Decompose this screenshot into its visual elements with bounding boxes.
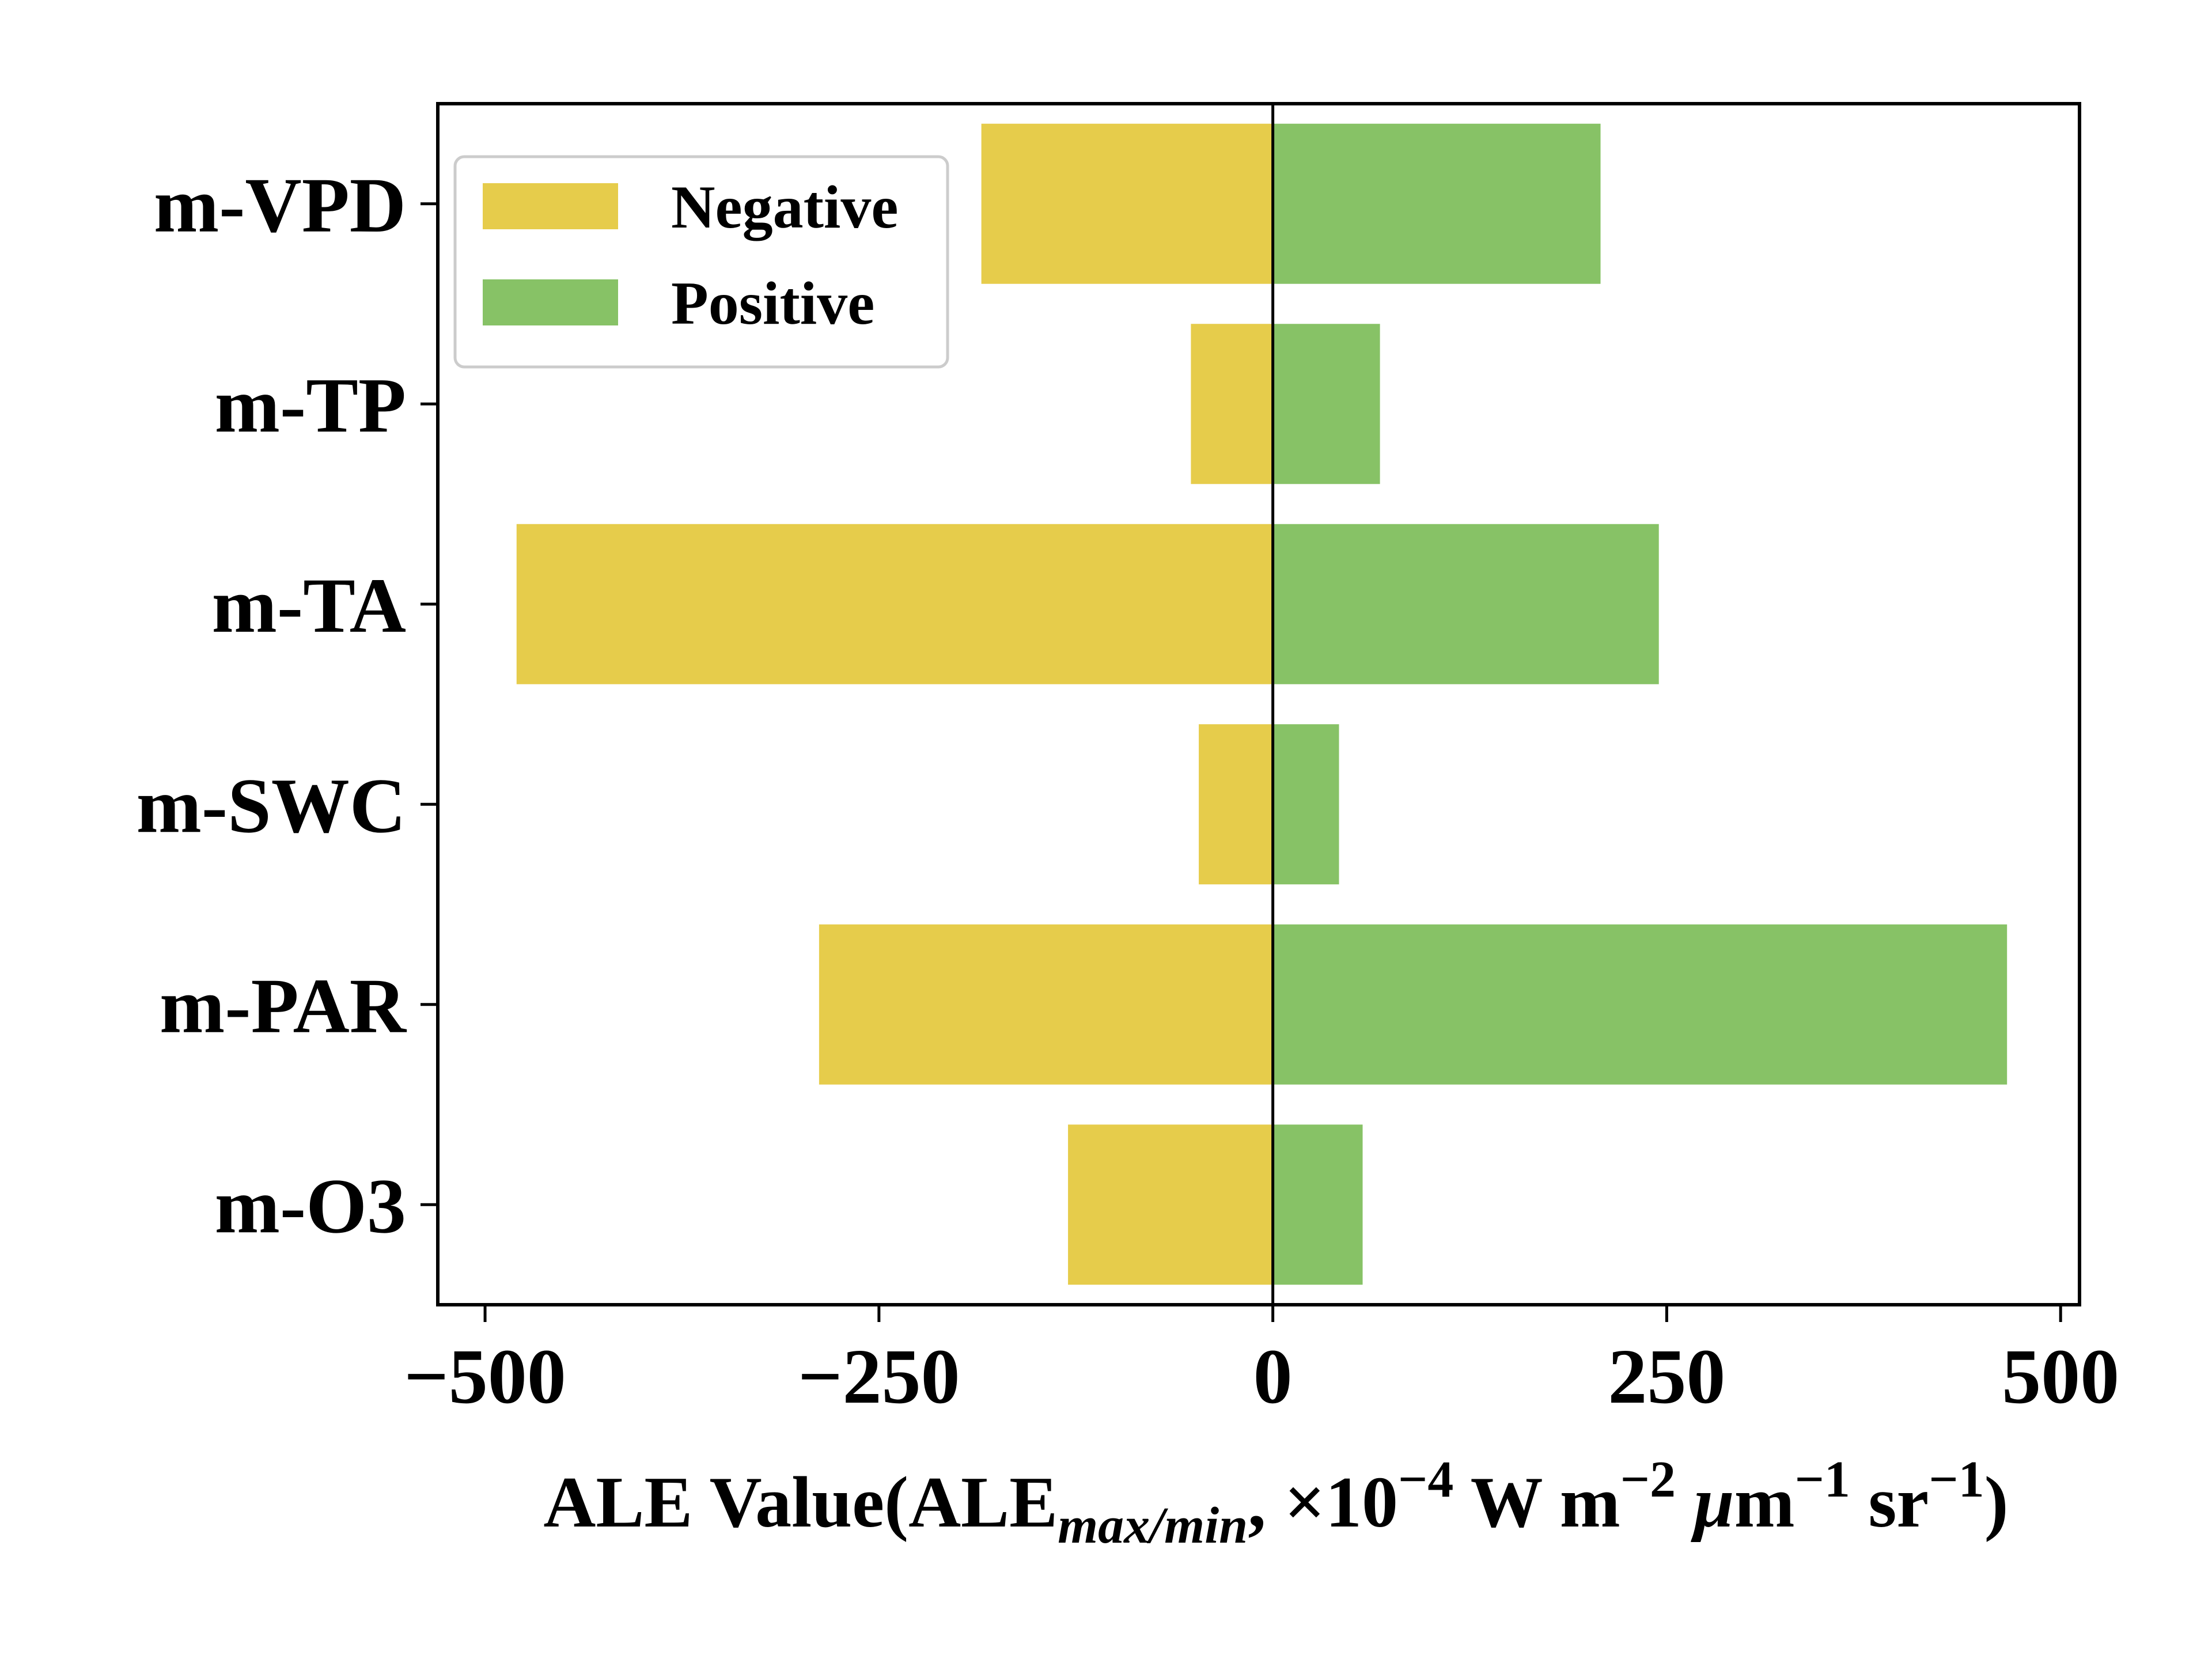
- legend-label-positive: Positive: [671, 270, 874, 337]
- bar-negative-m-vpd: [981, 123, 1273, 284]
- bars-group: [516, 123, 2008, 1285]
- legend-swatch-positive: [483, 279, 618, 325]
- y-axis: m-VPD m-TP m-TA m-SWC m-PAR m-O3: [137, 162, 438, 1249]
- ytick-label-m-tp: m-TP: [215, 362, 406, 449]
- xlabel-mu: μ: [1676, 1463, 1734, 1543]
- xtick-label-3: 250: [1608, 1334, 1725, 1420]
- xtick-label-2: 0: [1253, 1334, 1293, 1420]
- bar-negative-m-ta: [516, 524, 1273, 684]
- ytick-label-m-ta: m-TA: [212, 563, 406, 649]
- xlabel-sr: sr: [1850, 1463, 1929, 1543]
- x-axis-label: ALE Value(ALEmax/min, ×10−4 W m−2 μm−1 s…: [543, 1451, 2008, 1554]
- bar-negative-m-o3: [1068, 1124, 1273, 1285]
- bar-positive-m-ta: [1272, 524, 1659, 684]
- xlabel-after-sub: , ×10: [1248, 1463, 1398, 1543]
- xlabel-exp2: −2: [1620, 1451, 1676, 1508]
- xlabel-exp4: −1: [1929, 1451, 1984, 1508]
- ytick-label-m-vpd: m-VPD: [154, 162, 406, 249]
- ytick-label-m-swc: m-SWC: [137, 763, 406, 849]
- xlabel-exp3: −1: [1795, 1451, 1850, 1508]
- bar-positive-m-o3: [1272, 1124, 1363, 1285]
- ytick-label-m-par: m-PAR: [160, 963, 407, 1050]
- xlabel-exp1: −4: [1398, 1451, 1453, 1508]
- xlabel-m: m: [1734, 1463, 1795, 1543]
- bar-positive-m-vpd: [1272, 123, 1601, 284]
- xlabel-w-m: W m: [1453, 1463, 1620, 1543]
- xtick-label-0: −500: [404, 1334, 566, 1420]
- plot-frame: [436, 102, 2081, 1306]
- xtick-label-4: 500: [2002, 1334, 2119, 1420]
- bar-positive-m-tp: [1272, 324, 1380, 484]
- bar-positive-m-par: [1272, 924, 2008, 1085]
- xtick-label-1: −250: [798, 1334, 960, 1420]
- x-axis: −500 −250 0 250 500: [404, 1305, 2119, 1420]
- xlabel-close: ): [1984, 1463, 2009, 1543]
- ytick-label-m-o3: m-O3: [215, 1163, 406, 1249]
- bar-negative-m-tp: [1191, 324, 1273, 484]
- legend-label-negative: Negative: [671, 173, 898, 241]
- bar-negative-m-par: [819, 924, 1273, 1085]
- bar-positive-m-swc: [1272, 724, 1339, 885]
- xlabel-sub: max/min: [1058, 1497, 1248, 1554]
- legend-swatch-negative: [483, 183, 618, 229]
- legend: Negative Positive: [453, 155, 949, 369]
- bar-negative-m-swc: [1199, 724, 1273, 885]
- xlabel-main: ALE Value(ALE: [543, 1463, 1058, 1543]
